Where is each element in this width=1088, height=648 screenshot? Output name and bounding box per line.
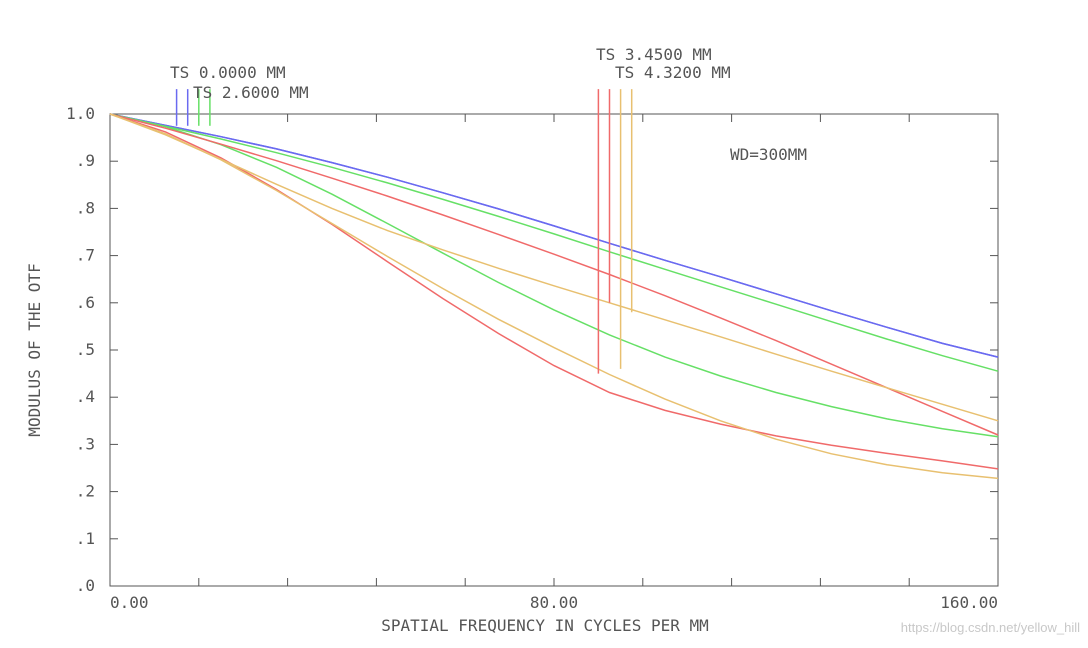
- y-axis-label: MODULUS OF THE OTF: [25, 263, 44, 436]
- y-tick-label: 1.0: [66, 104, 95, 123]
- legend-label: TS 0.0000 MM: [170, 63, 286, 82]
- watermark-text: https://blog.csdn.net/yellow_hill: [900, 620, 1080, 635]
- legend-label: TS 4.3200 MM: [615, 63, 731, 82]
- y-tick-label: .1: [76, 529, 95, 548]
- otf-curve: [109, 113, 999, 436]
- plot-frame: [109, 113, 999, 587]
- y-tick-label: .3: [76, 434, 95, 453]
- x-axis-label: SPATIAL FREQUENCY IN CYCLES PER MM: [381, 616, 709, 635]
- otf-curve: [109, 113, 999, 358]
- y-tick-label: .8: [76, 198, 95, 217]
- otf-curve: [109, 113, 999, 470]
- otf-curve: [109, 113, 999, 438]
- y-tick-label: .0: [76, 576, 95, 595]
- x-tick-label: 80.00: [530, 593, 578, 612]
- otf-curve: [109, 113, 999, 372]
- otf-curve: [109, 113, 999, 422]
- y-tick-label: .9: [76, 151, 95, 170]
- annotation-label: WD=300MM: [730, 145, 807, 164]
- x-tick-label: 0.00: [110, 593, 149, 612]
- y-tick-label: .2: [76, 482, 95, 501]
- legend-label: TS 3.4500 MM: [596, 45, 712, 64]
- y-tick-label: .6: [76, 293, 95, 312]
- x-tick-label: 160.00: [940, 593, 998, 612]
- y-tick-label: .7: [76, 246, 95, 265]
- otf-curve: [109, 113, 999, 480]
- y-tick-label: .4: [76, 387, 95, 406]
- legend-label: TS 2.6000 MM: [193, 83, 309, 102]
- y-tick-label: .5: [76, 340, 95, 359]
